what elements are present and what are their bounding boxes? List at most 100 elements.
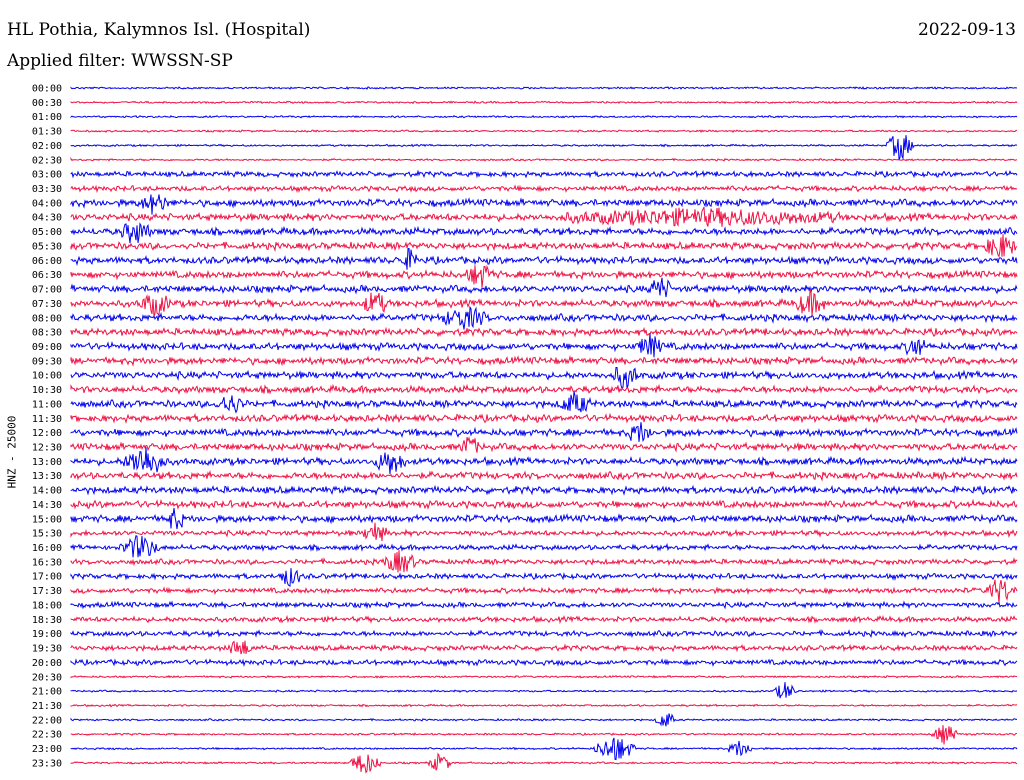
row-time-label: 16:30 [32, 557, 62, 568]
seismic-trace [70, 184, 1018, 194]
seismic-trace [70, 326, 1018, 338]
seismic-trace [70, 737, 1018, 761]
seismic-trace [70, 391, 1018, 414]
row-time-label: 23:30 [32, 758, 62, 769]
row-time-label: 12:00 [32, 428, 62, 439]
seismic-trace [70, 222, 1018, 244]
row-time-label: 05:30 [32, 241, 62, 252]
seismic-trace [70, 247, 1018, 270]
row-time-label: 03:00 [32, 170, 62, 181]
seismic-trace [70, 568, 1018, 587]
filter-label: Applied filter: WWSSN-SP [7, 51, 233, 71]
row-time-label: 15:00 [32, 514, 62, 525]
seismic-trace [70, 100, 1018, 105]
seismic-trace [70, 412, 1018, 424]
row-time-label: 20:00 [32, 658, 62, 669]
seismic-trace [70, 355, 1018, 367]
row-time-label: 21:00 [32, 687, 62, 698]
seismic-trace [70, 658, 1018, 668]
seismic-trace [70, 725, 1018, 745]
seismic-trace [70, 600, 1018, 610]
row-time-label: 23:00 [32, 744, 62, 755]
row-time-label: 11:00 [32, 399, 62, 410]
seismic-trace [70, 498, 1018, 511]
seismic-trace [70, 550, 1018, 573]
seismic-trace [70, 234, 1018, 258]
row-time-label: 10:00 [32, 371, 62, 382]
row-time-label: 13:30 [32, 471, 62, 482]
seismic-trace [70, 469, 1018, 482]
seismic-trace [70, 333, 1018, 358]
row-time-label: 09:00 [32, 342, 62, 353]
seismic-trace [70, 86, 1018, 90]
seismic-trace [70, 156, 1018, 162]
row-time-label: 04:30 [32, 213, 62, 224]
row-time-label: 11:30 [32, 414, 62, 425]
seismic-trace [70, 383, 1018, 395]
seismic-trace [70, 206, 1018, 227]
seismic-trace [70, 614, 1018, 625]
seismic-trace [70, 447, 1018, 475]
row-time-label: 14:00 [32, 486, 62, 497]
row-time-label: 12:30 [32, 443, 62, 454]
row-time-label: 22:30 [32, 730, 62, 741]
record-date: 2022-09-13 [917, 20, 1016, 40]
row-time-label: 04:00 [32, 198, 62, 209]
seismic-trace [70, 135, 1018, 161]
row-time-label: 02:30 [32, 155, 62, 166]
seismic-trace [70, 579, 1018, 604]
seismic-trace [70, 169, 1018, 179]
seismic-trace [70, 422, 1018, 443]
row-time-label: 19:00 [32, 629, 62, 640]
seismic-trace [70, 713, 1017, 727]
row-time-label: 07:00 [32, 285, 62, 296]
seismic-trace [70, 264, 1018, 288]
seismic-trace [70, 305, 1018, 330]
row-time-label: 00:30 [32, 98, 62, 109]
row-time-label: 17:00 [32, 572, 62, 583]
seismic-trace [70, 640, 1018, 655]
row-time-label: 18:30 [32, 615, 62, 626]
seismic-trace [70, 682, 1018, 699]
seismic-trace [70, 752, 1018, 774]
row-time-label: 14:30 [32, 500, 62, 511]
row-time-label: 15:30 [32, 529, 62, 540]
seismic-trace [70, 674, 1018, 679]
seismic-trace [70, 277, 1018, 298]
row-time-label: 06:30 [32, 270, 62, 281]
row-time-label: 17:30 [32, 586, 62, 597]
seismic-trace [70, 628, 1018, 639]
seismic-trace [70, 129, 1017, 134]
row-time-label: 16:00 [32, 543, 62, 554]
seismic-trace [70, 436, 1018, 453]
row-time-label: 13:00 [32, 457, 62, 468]
row-time-label: 02:00 [32, 141, 62, 152]
seismic-trace [70, 703, 1018, 708]
row-time-label: 18:00 [32, 600, 62, 611]
row-time-label: 10:30 [32, 385, 62, 396]
seismic-trace [70, 522, 1018, 542]
seismic-trace [70, 367, 1018, 390]
row-time-label: 08:00 [32, 313, 62, 324]
row-time-label: 20:30 [32, 672, 62, 683]
seismic-trace [70, 535, 1018, 558]
seismic-trace [70, 114, 1018, 119]
row-time-label: 09:30 [32, 356, 62, 367]
row-time-label: 22:00 [32, 715, 62, 726]
row-time-label: 00:00 [32, 84, 62, 95]
row-time-label: 08:30 [32, 328, 62, 339]
row-time-label: 01:30 [32, 127, 62, 138]
row-time-label: 01:00 [32, 112, 62, 123]
row-time-label: 19:30 [32, 644, 62, 655]
row-time-label: 21:30 [32, 701, 62, 712]
seismic-trace [70, 507, 1018, 530]
seismic-trace [70, 484, 1018, 496]
row-time-label: 06:00 [32, 256, 62, 267]
row-time-label: 05:00 [32, 227, 62, 238]
seismic-trace [70, 194, 1018, 215]
seismic-trace [70, 288, 1018, 317]
row-time-label: 07:30 [32, 299, 62, 310]
station-title: HL Pothia, Kalymnos Isl. (Hospital) [7, 20, 311, 40]
row-time-label: 03:30 [32, 184, 62, 195]
